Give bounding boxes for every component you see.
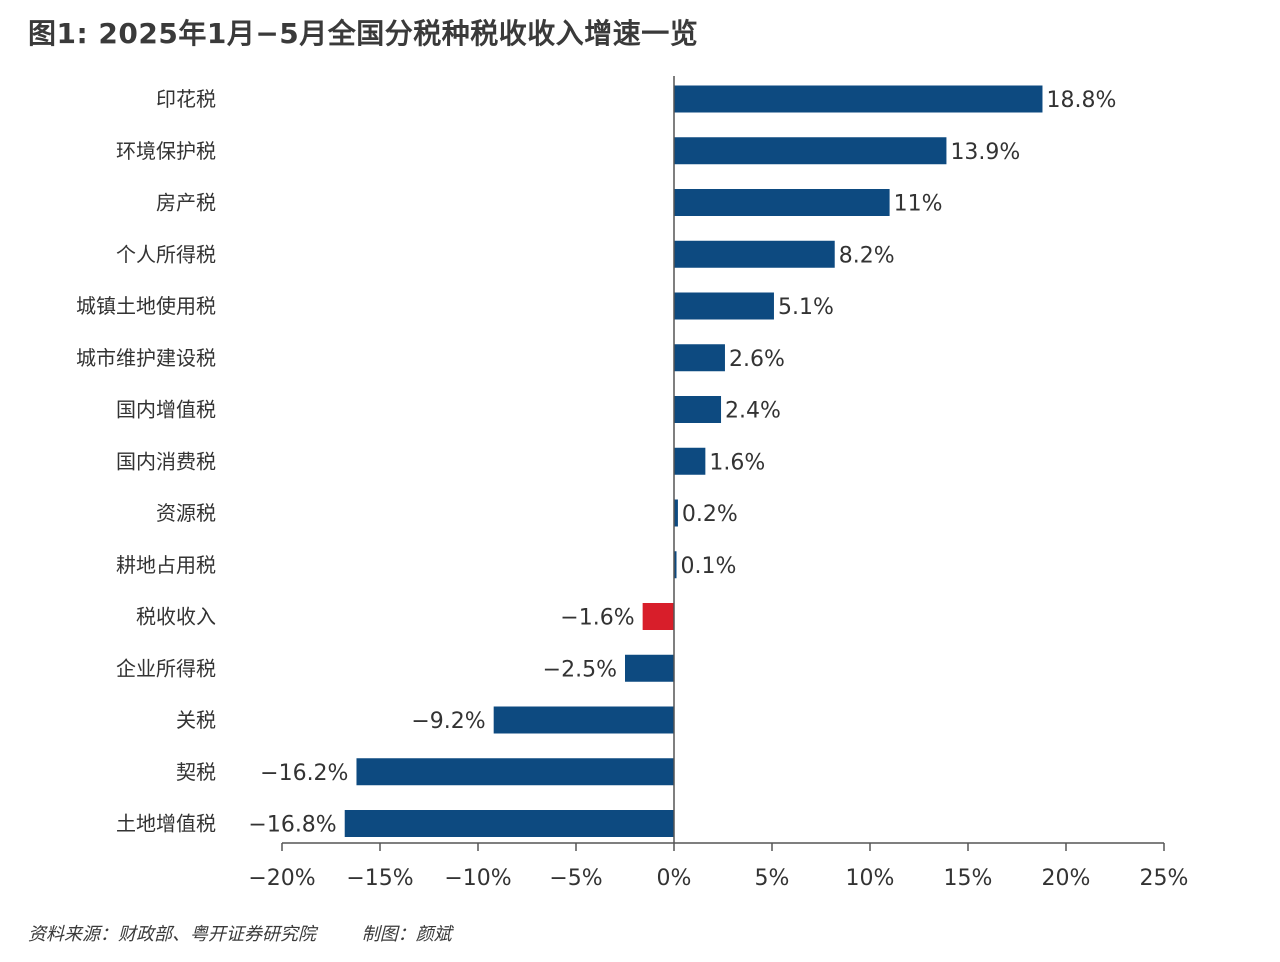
- bar-7: [674, 396, 722, 423]
- bar-2: [674, 137, 947, 165]
- category-label: 印花税: [156, 87, 216, 111]
- bar-15: [344, 810, 674, 837]
- category-label: 房产税: [156, 191, 216, 215]
- bar-4: [674, 240, 835, 268]
- bar-10: [674, 551, 677, 579]
- x-tick-label: 0%: [657, 866, 692, 891]
- category-label: 税收收入: [136, 605, 216, 629]
- data-label: 2.6%: [729, 347, 785, 372]
- category-label: 个人所得税: [116, 242, 216, 266]
- x-tick-label: 15%: [944, 866, 993, 891]
- category-label: 契税: [176, 760, 216, 784]
- data-label: −16.8%: [248, 813, 336, 838]
- bar-13: [493, 706, 674, 734]
- category-label: 环境保护税: [116, 139, 216, 163]
- x-tick-label: 5%: [755, 866, 790, 891]
- data-label: 11%: [894, 192, 943, 217]
- data-label: −16.2%: [260, 761, 348, 786]
- category-label: 国内消费税: [116, 449, 216, 473]
- bar-3: [674, 189, 890, 216]
- data-label: 0.2%: [682, 502, 738, 527]
- data-label: 13.9%: [950, 140, 1020, 165]
- bar-6: [674, 344, 725, 372]
- chart-title: 图1: 2025年1月−5月全国分税种税收收入增速一览: [28, 17, 699, 50]
- x-tick-label: 10%: [846, 866, 895, 891]
- category-label: 企业所得税: [116, 656, 216, 680]
- bar-9: [674, 499, 678, 527]
- bar-11: [642, 603, 674, 630]
- x-tick-label: −15%: [346, 866, 413, 891]
- category-label: 城市维护建设税: [76, 346, 216, 370]
- category-label: 耕地占用税: [116, 553, 216, 577]
- bar-14: [356, 758, 674, 786]
- category-label: 资源税: [156, 501, 216, 525]
- data-label: 1.6%: [709, 450, 765, 475]
- x-tick-label: 25%: [1140, 866, 1189, 891]
- author-note: 制图：颜斌: [361, 924, 452, 945]
- source-note: 资料来源：财政部、粤开证券研究院: [28, 924, 316, 945]
- category-label: 土地增值税: [116, 812, 216, 836]
- data-label: −9.2%: [411, 709, 485, 734]
- data-label: −2.5%: [543, 657, 617, 682]
- chart-footer: 资料来源：财政部、粤开证券研究院 制图：颜斌: [28, 920, 492, 946]
- category-label: 城镇土地使用税: [76, 294, 216, 318]
- data-label: 5.1%: [778, 295, 834, 320]
- x-tick-label: −5%: [549, 866, 602, 891]
- bar-8: [674, 447, 706, 475]
- bar-12: [625, 654, 674, 682]
- x-tick-label: −10%: [444, 866, 511, 891]
- x-tick-label: 20%: [1042, 866, 1091, 891]
- bar-1: [674, 85, 1043, 113]
- category-label: 关税: [176, 708, 216, 732]
- category-label: 国内增值税: [116, 398, 216, 422]
- data-label: 18.8%: [1046, 88, 1116, 113]
- data-label: 8.2%: [839, 243, 895, 268]
- data-label: −1.6%: [560, 606, 634, 631]
- bar-5: [674, 292, 774, 320]
- data-label: 0.1%: [681, 554, 737, 579]
- data-label: 2.4%: [725, 399, 781, 424]
- x-tick-label: −20%: [248, 866, 315, 891]
